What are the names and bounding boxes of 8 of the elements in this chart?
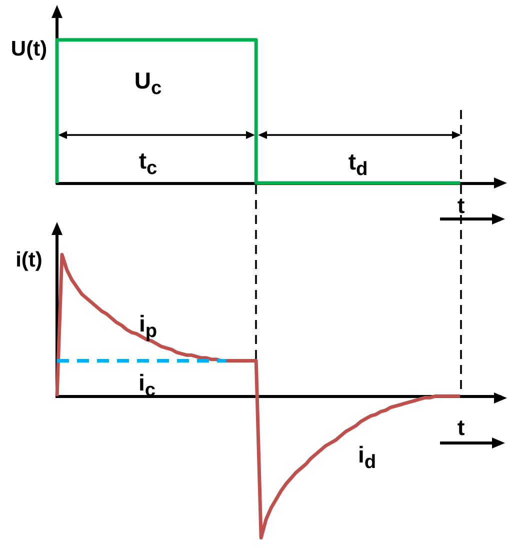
annotation: i$_{d}$ [358,442,376,474]
annotation: i$_{p}$ [138,310,158,342]
y-axis-title: U(t) [10,38,48,60]
annotation: t$_{d}$ [348,148,368,180]
x-axis-title: t [457,415,465,440]
series-label: U$_{c}$ [134,68,162,100]
annotation: t$_{c}$ [138,148,158,180]
y-axis-title: i(t) [16,248,42,272]
